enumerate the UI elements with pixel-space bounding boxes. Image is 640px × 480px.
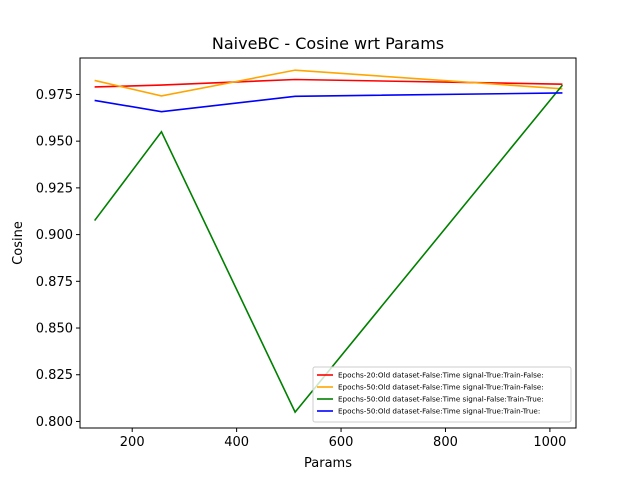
- y-axis-title: Cosine: [11, 221, 26, 265]
- legend-label: Epochs-50:Old dataset-False:Time signal-…: [338, 395, 544, 404]
- y-tick-label: 0.850: [36, 322, 73, 337]
- series-line-4: [94, 92, 563, 113]
- y-tick-label: 0.875: [36, 275, 73, 290]
- legend-box: [312, 366, 572, 423]
- y-tick-label: 0.800: [36, 415, 73, 430]
- plot-frame: [79, 57, 577, 429]
- x-axis-title: Params: [304, 456, 352, 471]
- x-tick-label: 200: [120, 435, 145, 450]
- series-line-3: [93, 84, 564, 414]
- x-tick-label: 600: [329, 435, 354, 450]
- plot-area: [93, 69, 564, 414]
- legend-label: Epochs-50:Old dataset-False:Time signal-…: [338, 383, 544, 392]
- y-tick-label: 0.900: [36, 228, 73, 243]
- legend-label: Epochs-50:Old dataset-False:Time signal-…: [338, 407, 540, 416]
- y-tick-label: 0.950: [36, 135, 73, 150]
- series-line-2: [94, 69, 563, 97]
- legend: Epochs-20:Old dataset-False:Time signal-…: [312, 366, 572, 423]
- x-axis: 200 400 600 800 1000: [120, 428, 566, 450]
- y-tick-label: 0.975: [36, 88, 73, 103]
- x-tick-label: 400: [224, 435, 249, 450]
- y-tick-label: 0.925: [36, 181, 73, 196]
- y-axis: 0.800 0.825 0.850 0.875 0.900 0.925 0.950 0.975: [36, 88, 80, 430]
- x-tick-label: 800: [433, 435, 458, 450]
- x-tick-label: 1000: [533, 435, 566, 450]
- chart-title: NaiveBC - Cosine wrt Params: [212, 34, 444, 53]
- y-tick-label: 0.825: [36, 368, 73, 383]
- legend-label: Epochs-20:Old dataset-False:Time signal-…: [338, 371, 544, 380]
